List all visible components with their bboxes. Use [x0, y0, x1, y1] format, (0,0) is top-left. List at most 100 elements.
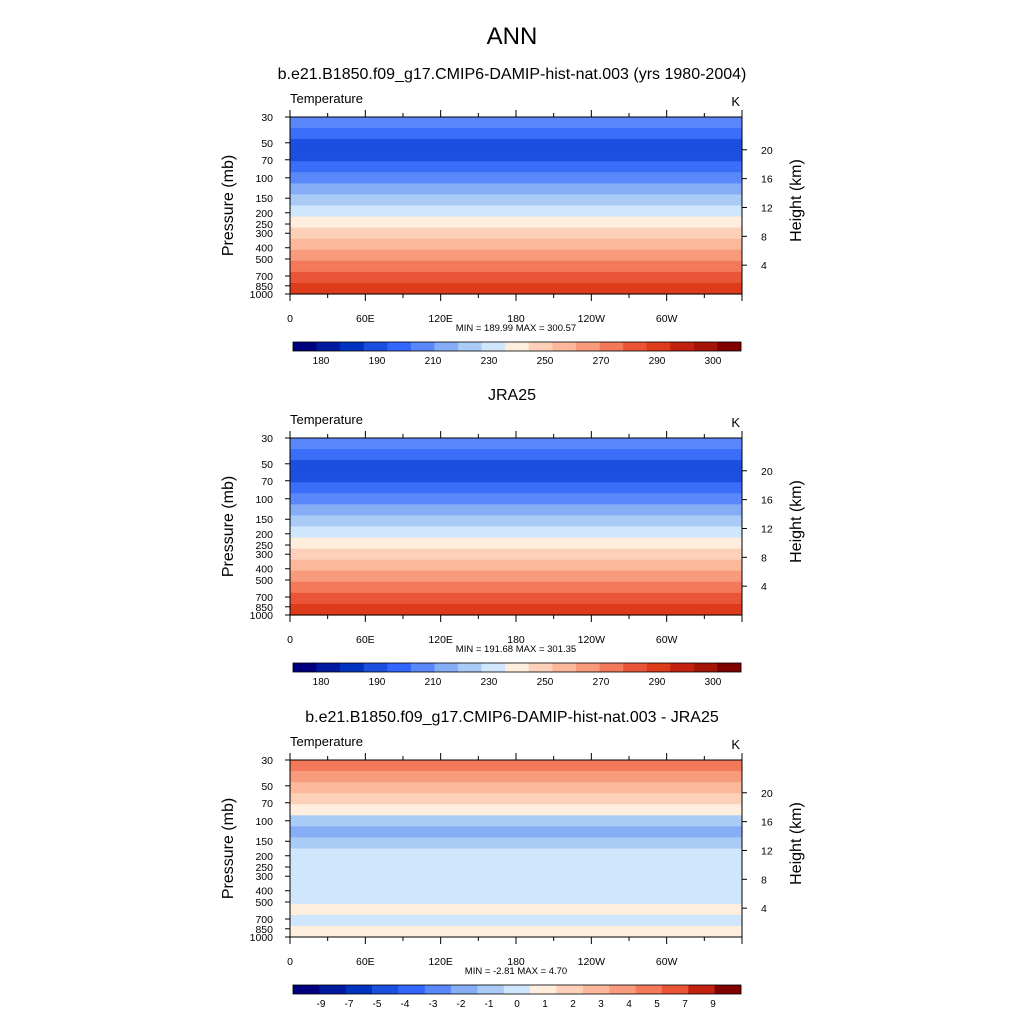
- colorbar-swatch: [552, 663, 577, 672]
- lon-tick-label: 120E: [428, 313, 453, 325]
- height-tick-label: 20: [761, 788, 773, 800]
- colorbar-label: 5: [654, 999, 660, 1010]
- contour-band: [290, 559, 742, 572]
- pressure-tick-label: 850: [255, 924, 273, 936]
- colorbar-swatch: [481, 663, 506, 672]
- colorbar-swatch: [363, 342, 388, 351]
- colorbar-swatch: [599, 342, 624, 351]
- colorbar-swatch: [582, 985, 610, 994]
- pressure-tick-label: 50: [261, 459, 273, 471]
- colorbar-label: 0: [514, 999, 520, 1010]
- pressure-tick-label: 500: [255, 254, 273, 266]
- colorbar-swatch: [316, 663, 341, 672]
- contour-band: [290, 537, 742, 550]
- contour-band: [290, 438, 742, 450]
- contour-band: [290, 216, 742, 229]
- colorbar-frame: [292, 341, 742, 352]
- contour-band: [290, 881, 742, 894]
- contour-band: [290, 570, 742, 583]
- colorbar-swatch: [575, 663, 600, 672]
- contour-band: [290, 526, 742, 539]
- pressure-tick-label: 500: [255, 575, 273, 587]
- colorbar-swatch: [623, 663, 647, 672]
- contour-band: [290, 782, 742, 794]
- min-max-stats: MIN = 191.68 MAX = 301.35: [456, 644, 576, 655]
- colorbar-label: 300: [705, 677, 722, 688]
- colorbar-swatch: [556, 985, 584, 994]
- colorbar-swatch: [717, 342, 742, 351]
- colorbar-label: 9: [710, 999, 716, 1010]
- colorbar-swatch: [714, 985, 742, 994]
- contour-band: [290, 205, 742, 218]
- height-tick-label: 16: [761, 495, 773, 507]
- contour-band: [290, 238, 742, 251]
- pressure-tick-label: 200: [255, 529, 273, 541]
- height-tick-label: 4: [761, 581, 767, 593]
- pressure-tick-label: 850: [255, 281, 273, 293]
- colorbar-swatch: [345, 985, 373, 994]
- y-axis-label: Pressure (mb): [220, 798, 237, 899]
- y-axis-label: Pressure (mb): [220, 155, 237, 256]
- lon-tick-label: 0: [287, 634, 293, 646]
- colorbar-swatch: [646, 342, 671, 351]
- panel-left-label: Temperature: [290, 91, 363, 106]
- colorbar-label: 290: [649, 677, 666, 688]
- y-axis-label: Pressure (mb): [220, 476, 237, 577]
- colorbar-label: 190: [369, 677, 386, 688]
- lon-tick-label: 60E: [356, 634, 375, 646]
- contour-band: [290, 548, 742, 561]
- colorbar-label: -3: [429, 999, 438, 1010]
- colorbar-swatch: [372, 985, 399, 994]
- height-tick-label: 16: [761, 817, 773, 829]
- colorbar-swatch: [458, 663, 482, 672]
- pressure-tick-label: 700: [255, 592, 273, 604]
- contour-band: [290, 271, 742, 284]
- colorbar-swatch: [451, 985, 478, 994]
- colorbar-swatch: [387, 663, 412, 672]
- colorbar-swatch: [316, 342, 341, 351]
- contour-band: [290, 903, 742, 916]
- contour-band: [290, 117, 742, 129]
- pressure-tick-label: 70: [261, 155, 273, 167]
- pressure-tick-label: 300: [255, 228, 273, 240]
- contour-band: [290, 493, 742, 505]
- height-tick-label: 20: [761, 145, 773, 157]
- colorbar-label: -4: [401, 999, 410, 1010]
- colorbar-swatch: [717, 663, 742, 672]
- contour-band: [290, 260, 742, 273]
- lon-tick-label: 60E: [356, 956, 375, 968]
- height-tick-label: 12: [761, 202, 773, 214]
- colorbar-label: 4: [626, 999, 632, 1010]
- contour-band: [290, 515, 742, 528]
- colorbar-label: 1: [542, 999, 548, 1010]
- pressure-tick-label: 500: [255, 897, 273, 909]
- pressure-tick-label: 30: [261, 112, 273, 124]
- contour-band: [290, 504, 742, 517]
- colorbar-swatch: [434, 663, 459, 672]
- contour-band: [290, 914, 742, 927]
- colorbar-swatch: [293, 663, 317, 672]
- contour-band: [290, 249, 742, 262]
- height-tick-label: 4: [761, 260, 767, 272]
- panel-1: b.e21.B1850.f09_g17.CMIP6-DAMIP-hist-nat…: [220, 66, 805, 367]
- contour-band: [290, 161, 742, 173]
- panel-left-label: Temperature: [290, 412, 363, 427]
- contour-band: [290, 471, 742, 483]
- colorbar-swatch: [505, 342, 530, 351]
- colorbar-swatch: [635, 985, 663, 994]
- pressure-tick-label: 70: [261, 798, 273, 810]
- contour-band: [290, 815, 742, 827]
- pressure-tick-label: 400: [255, 564, 273, 576]
- colorbar-swatch: [481, 342, 506, 351]
- colorbar-label: -2: [457, 999, 466, 1010]
- contour-band: [290, 128, 742, 140]
- contour-band: [290, 826, 742, 839]
- lon-tick-label: 120W: [578, 313, 606, 325]
- colorbar-label: 210: [425, 677, 442, 688]
- colorbar-swatch: [661, 985, 689, 994]
- panel-3: b.e21.B1850.f09_g17.CMIP6-DAMIP-hist-nat…: [220, 709, 805, 1010]
- height-tick-label: 8: [761, 231, 767, 243]
- colorbar-swatch: [530, 985, 557, 994]
